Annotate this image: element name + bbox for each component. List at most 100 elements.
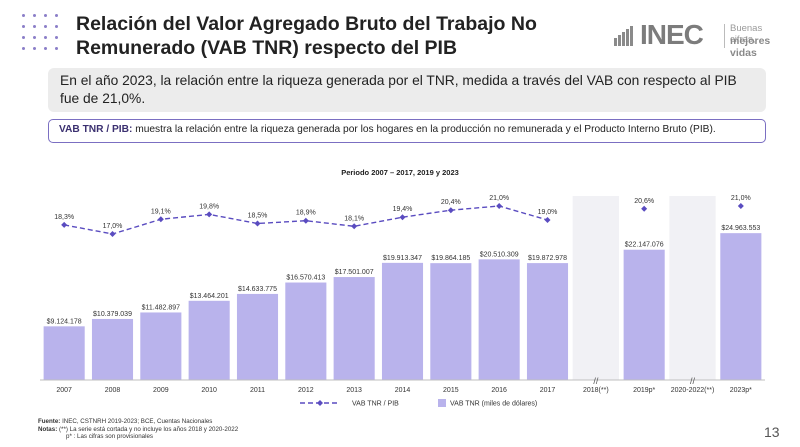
x-tick-label-2020-2022(**): 2020-2022(**): [671, 387, 715, 394]
ratio-point-2011: [254, 220, 261, 227]
bar-label-2019p*: $22.147.076: [625, 242, 664, 249]
bar-label-2011: $14.633.775: [238, 286, 277, 293]
bar-label-2012: $16.570.413: [286, 275, 325, 282]
page-number: 13: [764, 424, 780, 440]
x-tick-label-2014: 2014: [395, 387, 411, 394]
legend-bar-swatch: [438, 399, 446, 407]
axis-break-mark: //: [690, 376, 696, 386]
definition-text: muestra la relación entre la riqueza gen…: [132, 124, 716, 135]
bar-label-2007: $9.124.178: [47, 318, 82, 325]
ratio-point-2007: [61, 221, 68, 228]
ratio-label-2009: 19,1%: [151, 208, 171, 215]
page-title-line-2: Remunerado (VAB TNR) respecto del PIB: [76, 37, 458, 59]
bar-label-2009: $11.482.897: [142, 304, 181, 311]
bar-label-2008: $10.379.039: [93, 311, 132, 318]
axis-break-mark: //: [593, 376, 599, 386]
ratio-label-2016: 21,0%: [489, 195, 509, 202]
decorative-dot-grid: [22, 14, 62, 54]
x-tick-label-2013: 2013: [346, 387, 362, 394]
legend-line-marker: [317, 400, 323, 406]
ratio-label-2007: 18,3%: [54, 214, 74, 221]
bar-2023p*: [720, 233, 762, 380]
x-tick-label-2015: 2015: [443, 387, 459, 394]
chart-title: Periodo 2007 – 2017, 2019 y 2023: [341, 168, 459, 177]
bar-label-2015: $19.864.185: [431, 255, 470, 262]
ratio-label-2014: 19,4%: [393, 206, 413, 213]
x-tick-label-2010: 2010: [201, 387, 217, 394]
bar-label-2014: $19.913.347: [383, 255, 422, 262]
ratio-point-2008: [109, 231, 116, 237]
footnotes: Fuente: INEC, CSTNRH 2019-2023; BCE, Cue…: [38, 418, 238, 441]
ratio-point-2017: [544, 217, 551, 223]
bar-label-2010: $13.464.201: [190, 293, 229, 300]
logo-bars-icon: [614, 24, 636, 46]
summary-box: En el año 2023, la relación entre la riq…: [48, 68, 766, 112]
x-tick-label-2012: 2012: [298, 387, 314, 394]
bar-2011: [236, 293, 279, 380]
note-2: p* : Las cifras son provisionales: [66, 433, 154, 441]
ratio-point-2023p*: [737, 203, 744, 209]
x-tick-label-2017: 2017: [540, 387, 556, 394]
page-title: Relación del Valor Agregado Bruto del Tr…: [76, 12, 596, 60]
combo-chart: Periodo 2007 – 2017, 2019 y 2023 $9.124.1…: [40, 168, 765, 408]
notes-label: Notas:: [38, 425, 58, 433]
x-tick-label-2023p*: 2023p*: [730, 387, 752, 394]
bar-2008: [91, 318, 134, 380]
ratio-line: [64, 205, 548, 235]
logo-separator: [724, 24, 725, 48]
x-tick-label-2009: 2009: [153, 387, 169, 394]
x-tick-label-2007: 2007: [56, 387, 72, 394]
bar-2019p*: [623, 249, 665, 380]
definition-term: VAB TNR / PIB:: [59, 124, 133, 135]
ratio-label-2013: 18,1%: [344, 215, 364, 222]
note-1: (**) La serie está cortada y no incluye …: [57, 425, 239, 433]
bar-2010: [188, 300, 230, 380]
x-tick-label-2008: 2008: [105, 387, 121, 394]
ratio-label-2010: 19,8%: [199, 203, 219, 210]
ratio-point-2014: [399, 214, 406, 221]
ratio-label-2019p*: 20,6%: [634, 198, 654, 205]
ratio-point-2009: [157, 216, 164, 223]
logo-wordmark: INEC: [640, 19, 704, 50]
bar-2007: [43, 326, 85, 380]
logo-tagline-2: mejores vidas: [730, 35, 771, 59]
gap-column: [572, 196, 619, 380]
logo-tagline-1: Buenas cifras,: [730, 23, 763, 45]
bar-2014: [381, 262, 424, 380]
bar-label-2023p*: $24.963.553: [721, 225, 760, 232]
bar-2013: [333, 277, 375, 380]
source-label: Fuente:: [38, 418, 61, 425]
x-tick-label-2018(**): 2018(**): [583, 387, 609, 394]
bar-2017: [526, 263, 569, 380]
source-text: INEC, CSTNRH 2019-2023; BCE, Cuentas Nac…: [60, 418, 213, 425]
x-tick-label-2019p*: 2019p*: [633, 387, 655, 394]
ratio-label-2011: 18,5%: [248, 213, 268, 220]
summary-text: En el año 2023, la relación entre la riq…: [60, 73, 737, 106]
ratio-label-2008: 17,0%: [103, 223, 123, 230]
ratio-point-2015: [447, 207, 454, 214]
ratio-label-2017: 19,0%: [538, 209, 558, 216]
legend-bar-label: VAB TNR (miles de dólares): [450, 401, 537, 408]
ratio-label-2023p*: 21,0%: [731, 195, 751, 202]
bar-2015: [430, 263, 472, 380]
bar-2016: [478, 259, 520, 380]
gap-column: [669, 196, 716, 380]
inec-logo: INEC Buenas cifras, mejores vidas: [614, 18, 784, 59]
x-tick-label-2016: 2016: [491, 387, 507, 394]
ratio-point-2016: [496, 203, 503, 209]
ratio-point-2010: [206, 211, 213, 218]
x-tick-label-2011: 2011: [250, 387, 265, 394]
ratio-label-2015: 20,4%: [441, 199, 461, 206]
ratio-point-2013: [351, 223, 358, 230]
definition-box: VAB TNR / PIB: muestra la relación entre…: [48, 119, 766, 143]
bar-label-2016: $20.510.309: [480, 251, 519, 258]
page-title-line-1: Relación del Valor Agregado Bruto del Tr…: [76, 13, 537, 35]
ratio-point-2012: [302, 217, 309, 224]
ratio-label-2012: 18,9%: [296, 210, 316, 217]
bar-2012: [285, 282, 327, 380]
chart-container: Periodo 2007 – 2017, 2019 y 2023 $9.124.1…: [30, 160, 770, 410]
ratio-point-2019p*: [641, 205, 648, 212]
legend-line-label: VAB TNR / PIB: [352, 401, 399, 408]
bar-2009: [140, 312, 182, 380]
bar-label-2017: $19.872.978: [528, 255, 567, 262]
